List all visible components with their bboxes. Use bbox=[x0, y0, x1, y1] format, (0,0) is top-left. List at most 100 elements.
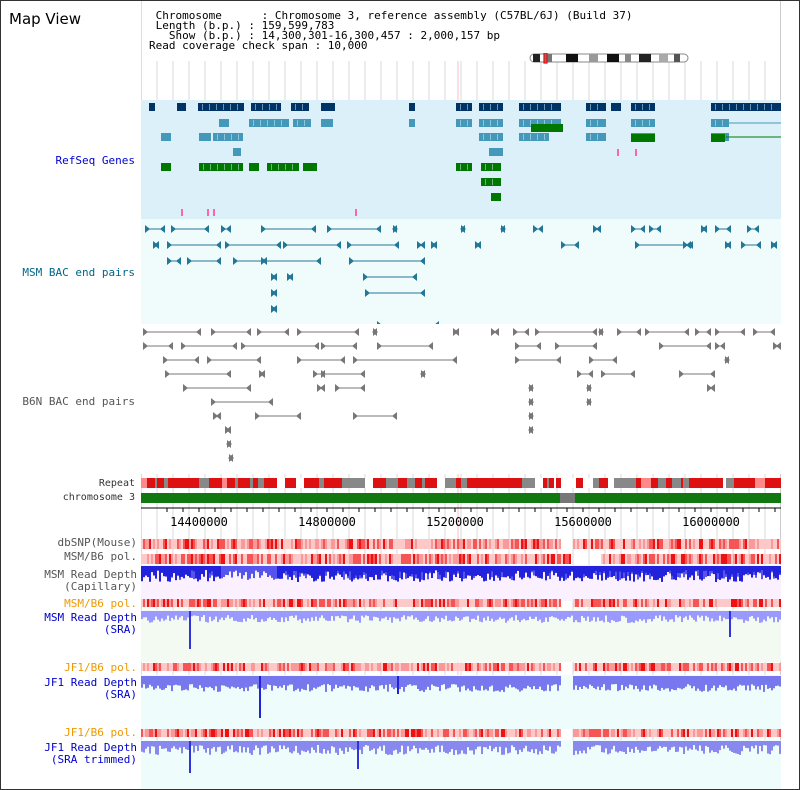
pol-cell bbox=[695, 729, 697, 737]
depth-bar bbox=[723, 566, 725, 579]
exon-gap bbox=[590, 134, 591, 140]
pol-cell bbox=[415, 599, 417, 607]
jf1-depth-trimmed-label[interactable]: JF1 Read Depth bbox=[44, 741, 137, 754]
pol-cell bbox=[477, 729, 479, 737]
exon-gap bbox=[203, 164, 204, 170]
pol-cell bbox=[695, 554, 697, 564]
pol-cell bbox=[593, 539, 595, 549]
repeat-chromosome-track[interactable] bbox=[141, 478, 781, 506]
dbsnp-label[interactable]: dbSNP(Mouse) bbox=[57, 536, 137, 549]
jf1-depth-sra-label[interactable]: JF1 Read Depth bbox=[44, 676, 137, 689]
pol-cell bbox=[181, 554, 183, 564]
pol-cell bbox=[473, 539, 475, 549]
depth-bar bbox=[193, 566, 195, 572]
depth-bar bbox=[345, 741, 347, 748]
depth-bar bbox=[313, 566, 315, 582]
pol-cell bbox=[225, 539, 227, 549]
depth-bar bbox=[647, 741, 649, 748]
depth-bar bbox=[413, 566, 415, 581]
pol-cell bbox=[499, 554, 501, 564]
pol-cell bbox=[753, 554, 755, 564]
pol-cell bbox=[769, 539, 771, 549]
depth-bar bbox=[549, 611, 551, 618]
depth-bar bbox=[161, 566, 163, 573]
pol-cell bbox=[751, 554, 753, 564]
depth-bar bbox=[519, 611, 521, 623]
variation-depth-tracks[interactable] bbox=[141, 535, 781, 789]
depth-bar bbox=[767, 741, 769, 754]
jf1-b6-pol-label[interactable]: JF1/B6 pol. bbox=[64, 661, 137, 674]
pol-cell bbox=[385, 729, 387, 737]
depth-bar bbox=[707, 741, 709, 748]
repeat-block bbox=[730, 478, 734, 488]
pol-cell bbox=[725, 554, 727, 564]
pol-cell bbox=[641, 554, 643, 564]
refseq-genes-track[interactable] bbox=[141, 100, 781, 219]
pol-cell bbox=[533, 663, 535, 671]
pol-cell bbox=[309, 729, 311, 737]
pol-cell bbox=[663, 599, 665, 607]
msm-depth-sra-label[interactable]: MSM Read Depth bbox=[44, 611, 137, 624]
pol-cell bbox=[259, 663, 261, 671]
depth-bar bbox=[233, 566, 235, 572]
depth-bar bbox=[619, 566, 621, 572]
pol-cell bbox=[543, 729, 545, 737]
b6n-bac-track[interactable] bbox=[141, 324, 781, 474]
pol-cell bbox=[301, 729, 303, 737]
bac-end bbox=[494, 328, 499, 336]
depth-bar bbox=[639, 741, 641, 753]
pol-cell bbox=[449, 554, 451, 564]
bac-end bbox=[695, 328, 700, 336]
pol-cell bbox=[551, 539, 553, 549]
depth-bar bbox=[727, 611, 729, 620]
pol-cell bbox=[677, 729, 679, 737]
pol-cell bbox=[497, 663, 499, 671]
depth-bar bbox=[337, 611, 339, 617]
pol-cell bbox=[707, 554, 709, 564]
pol-cell bbox=[587, 663, 589, 671]
pol-cell bbox=[155, 539, 157, 549]
chromosome-label[interactable]: chromosome 3 bbox=[62, 492, 135, 503]
bac-end bbox=[216, 257, 221, 265]
exon-gap bbox=[460, 120, 461, 126]
pol-cell bbox=[767, 539, 769, 549]
pol-cell bbox=[247, 554, 249, 564]
exon-gap bbox=[260, 120, 261, 126]
msm-bac-label[interactable]: MSM BAC end pairs bbox=[22, 266, 135, 279]
msm-depth-capillary-label[interactable]: MSM Read Depth bbox=[44, 568, 137, 581]
pol-cell bbox=[395, 554, 397, 564]
depth-bar bbox=[329, 566, 331, 579]
exon-gap bbox=[467, 104, 468, 110]
pol-cell bbox=[737, 729, 739, 737]
pol-cell bbox=[779, 729, 781, 737]
depth-bar bbox=[163, 611, 165, 621]
bac-end bbox=[706, 328, 711, 336]
pol-cell bbox=[519, 554, 521, 564]
pol-cell bbox=[317, 554, 319, 564]
depth-bar bbox=[519, 741, 521, 750]
depth-bar bbox=[225, 611, 227, 618]
bac-end bbox=[740, 328, 745, 336]
depth-bar bbox=[593, 611, 595, 618]
depth-bar bbox=[283, 611, 285, 623]
repeat-label[interactable]: Repeat bbox=[98, 478, 135, 489]
depth-bar bbox=[291, 676, 293, 685]
msm-b6-pol-label[interactable]: MSM/B6 pol. bbox=[64, 550, 137, 563]
jf1-b6-pol-trimmed-label[interactable]: JF1/B6 pol. bbox=[64, 726, 137, 739]
msm-bac-track[interactable] bbox=[141, 219, 781, 324]
pol-cell bbox=[635, 599, 637, 607]
pol-cell bbox=[281, 539, 283, 549]
bac-end bbox=[221, 225, 226, 233]
refseq-genes-label[interactable]: RefSeq Genes bbox=[55, 154, 135, 167]
depth-bar bbox=[679, 566, 681, 574]
pol-cell bbox=[325, 554, 327, 564]
b6n-bac-label[interactable]: B6N BAC end pairs bbox=[22, 395, 135, 408]
pol-cell bbox=[435, 599, 437, 607]
depth-bar bbox=[215, 566, 217, 577]
msm-b6-pol-sra-label[interactable]: MSM/B6 pol. bbox=[64, 597, 137, 610]
pol-cell bbox=[643, 729, 645, 737]
pol-cell bbox=[229, 554, 231, 564]
chromosome-ideogram[interactable] bbox=[529, 53, 691, 65]
pol-cell bbox=[301, 599, 303, 607]
pol-cell bbox=[383, 599, 385, 607]
